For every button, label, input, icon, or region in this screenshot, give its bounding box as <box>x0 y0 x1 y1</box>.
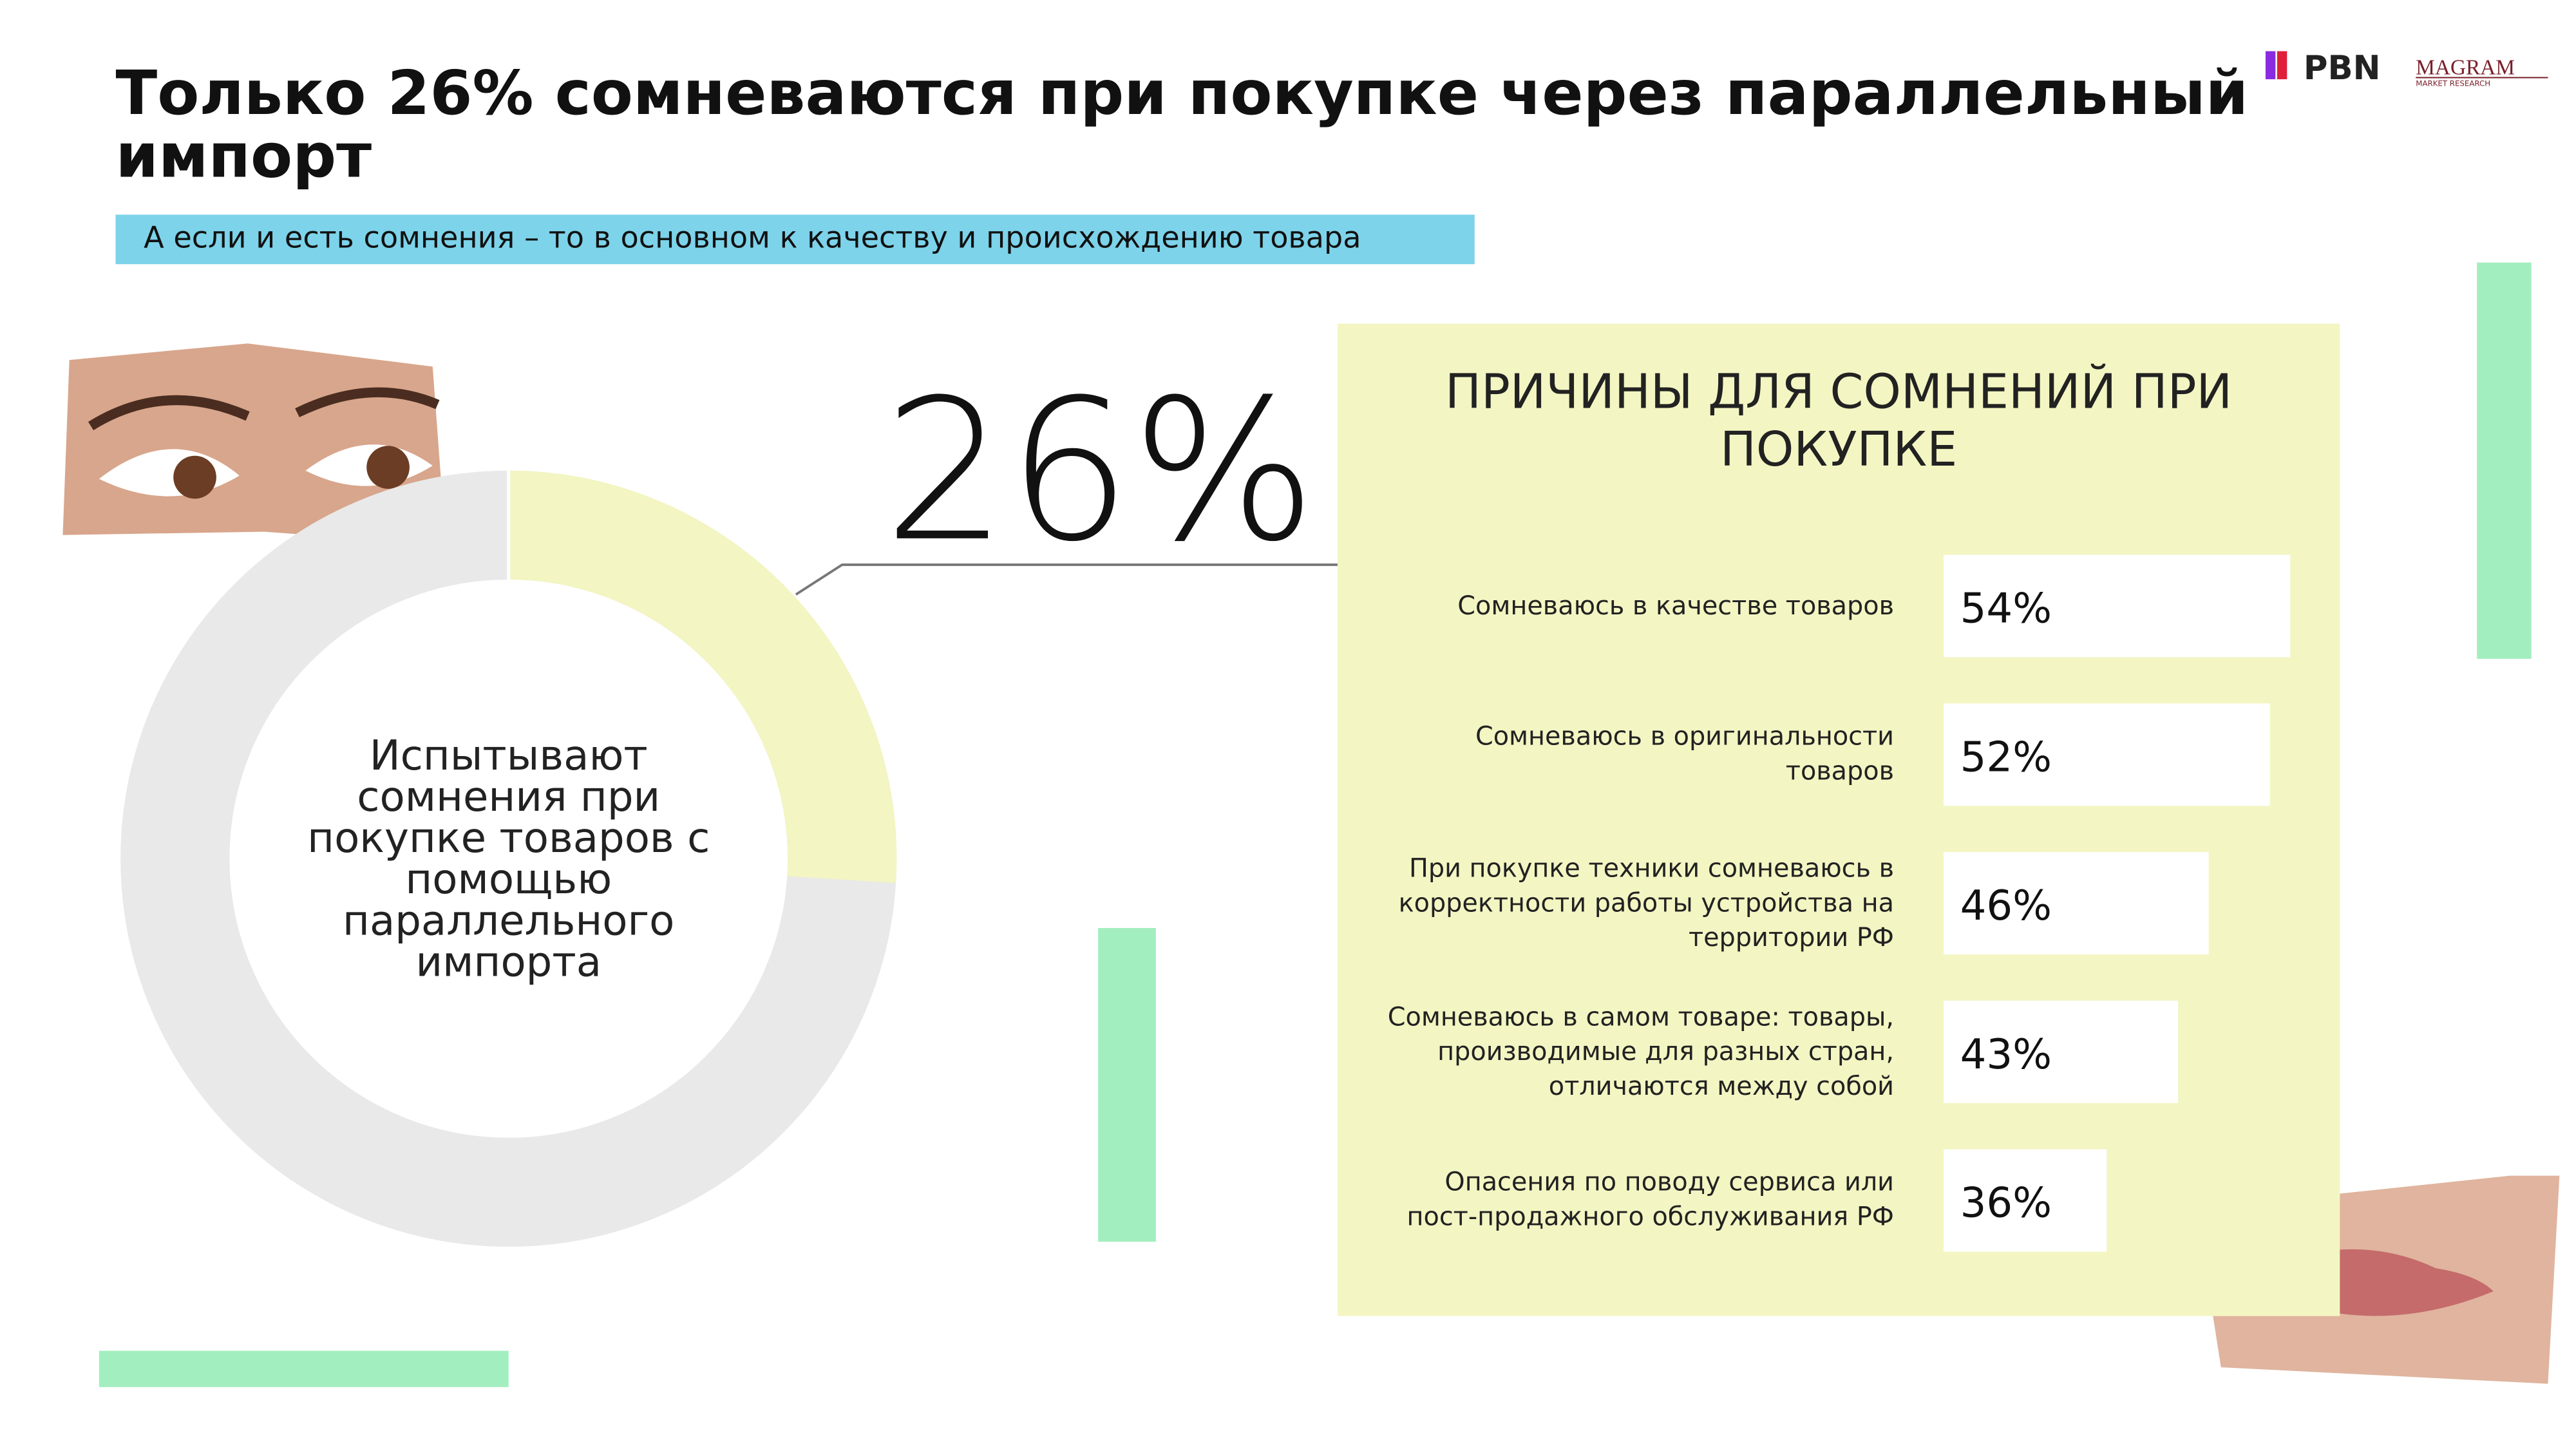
category-label: Сомневаюсь в самом товаре: товары, произ… <box>1387 1001 1895 1101</box>
category-box: Опасения по поводу сервиса или пост-прод… <box>1354 1126 1894 1275</box>
panel-title-box: ПРИЧИНЫ ДЛЯ СОМНЕНИЙ ПРИ ПОКУПКЕ <box>1445 363 2233 478</box>
donut-center-label: Испытывают сомнения при покупке товаров … <box>307 735 710 986</box>
logo-sub: MARKET RESEARCH <box>2416 79 2490 88</box>
subtitle: А если и есть сомнения – то в основном к… <box>144 221 1361 256</box>
panel <box>1337 323 2340 1316</box>
bar <box>1943 703 2270 806</box>
category-label: Сомневаюсь в качестве товаров <box>1457 590 1895 620</box>
category-box: Сомневаюсь в самом товаре: товары, произ… <box>1354 978 1894 1126</box>
subtitle-box: А если и есть сомнения – то в основном к… <box>144 221 1361 256</box>
bar-value-label: 52% <box>1960 734 2052 781</box>
decor-bar <box>99 1350 509 1387</box>
category-box: Сомневаюсь в оригинальности товаров <box>1354 680 1894 829</box>
category-wrap: Сомневаюсь в самом товаре: товары, произ… <box>1354 978 1894 1126</box>
logo-pbn: PBN <box>2304 49 2381 88</box>
logo-mark <box>2265 51 2276 80</box>
bar-value-label: 54% <box>1960 585 2052 633</box>
title: Только 26% сомневаются при покупке через… <box>115 62 2249 192</box>
donut-segment <box>507 470 897 884</box>
bar-value-label: 43% <box>1960 1031 2052 1079</box>
callout-line <box>795 564 1387 596</box>
category-label: Сомневаюсь в оригинальности товаров <box>1475 721 1895 786</box>
category-wrap: При покупке техники сомневаюсь в коррект… <box>1354 829 1894 978</box>
bar <box>1943 554 2291 658</box>
category-box: При покупке техники сомневаюсь в коррект… <box>1354 829 1894 978</box>
panel-title: ПРИЧИНЫ ДЛЯ СОМНЕНИЙ ПРИ ПОКУПКЕ <box>1445 363 2233 478</box>
category-label: Опасения по поводу сервиса или пост-прод… <box>1406 1167 1895 1232</box>
logo-magram: MAGRAM <box>2416 55 2515 79</box>
bar-value-label: 36% <box>1960 1180 2052 1227</box>
title-box: Только 26% сомневаются при покупке через… <box>115 62 2249 192</box>
category-wrap: Опасения по поводу сервиса или пост-прод… <box>1354 1126 1894 1275</box>
bar <box>1943 1149 2107 1252</box>
bar <box>1943 1000 2179 1103</box>
bar <box>1943 852 2209 955</box>
subtitle-band <box>115 214 1475 265</box>
decor-bar <box>2477 262 2532 659</box>
category-wrap: Сомневаюсь в оригинальности товаров <box>1354 680 1894 829</box>
logo-mark <box>2277 51 2287 80</box>
category-label: При покупке техники сомневаюсь в коррект… <box>1398 853 1895 952</box>
bar-value-label: 46% <box>1960 882 2052 930</box>
category-wrap: Сомневаюсь в качестве товаров <box>1354 532 1894 681</box>
big-value-label: 26% <box>884 358 1317 585</box>
donut-center-label-box: Испытывают сомнения при покупке товаров … <box>307 735 710 986</box>
category-box: Сомневаюсь в качестве товаров <box>1354 532 1894 681</box>
eyes-photo <box>62 343 446 545</box>
decor-bar <box>1098 928 1156 1242</box>
